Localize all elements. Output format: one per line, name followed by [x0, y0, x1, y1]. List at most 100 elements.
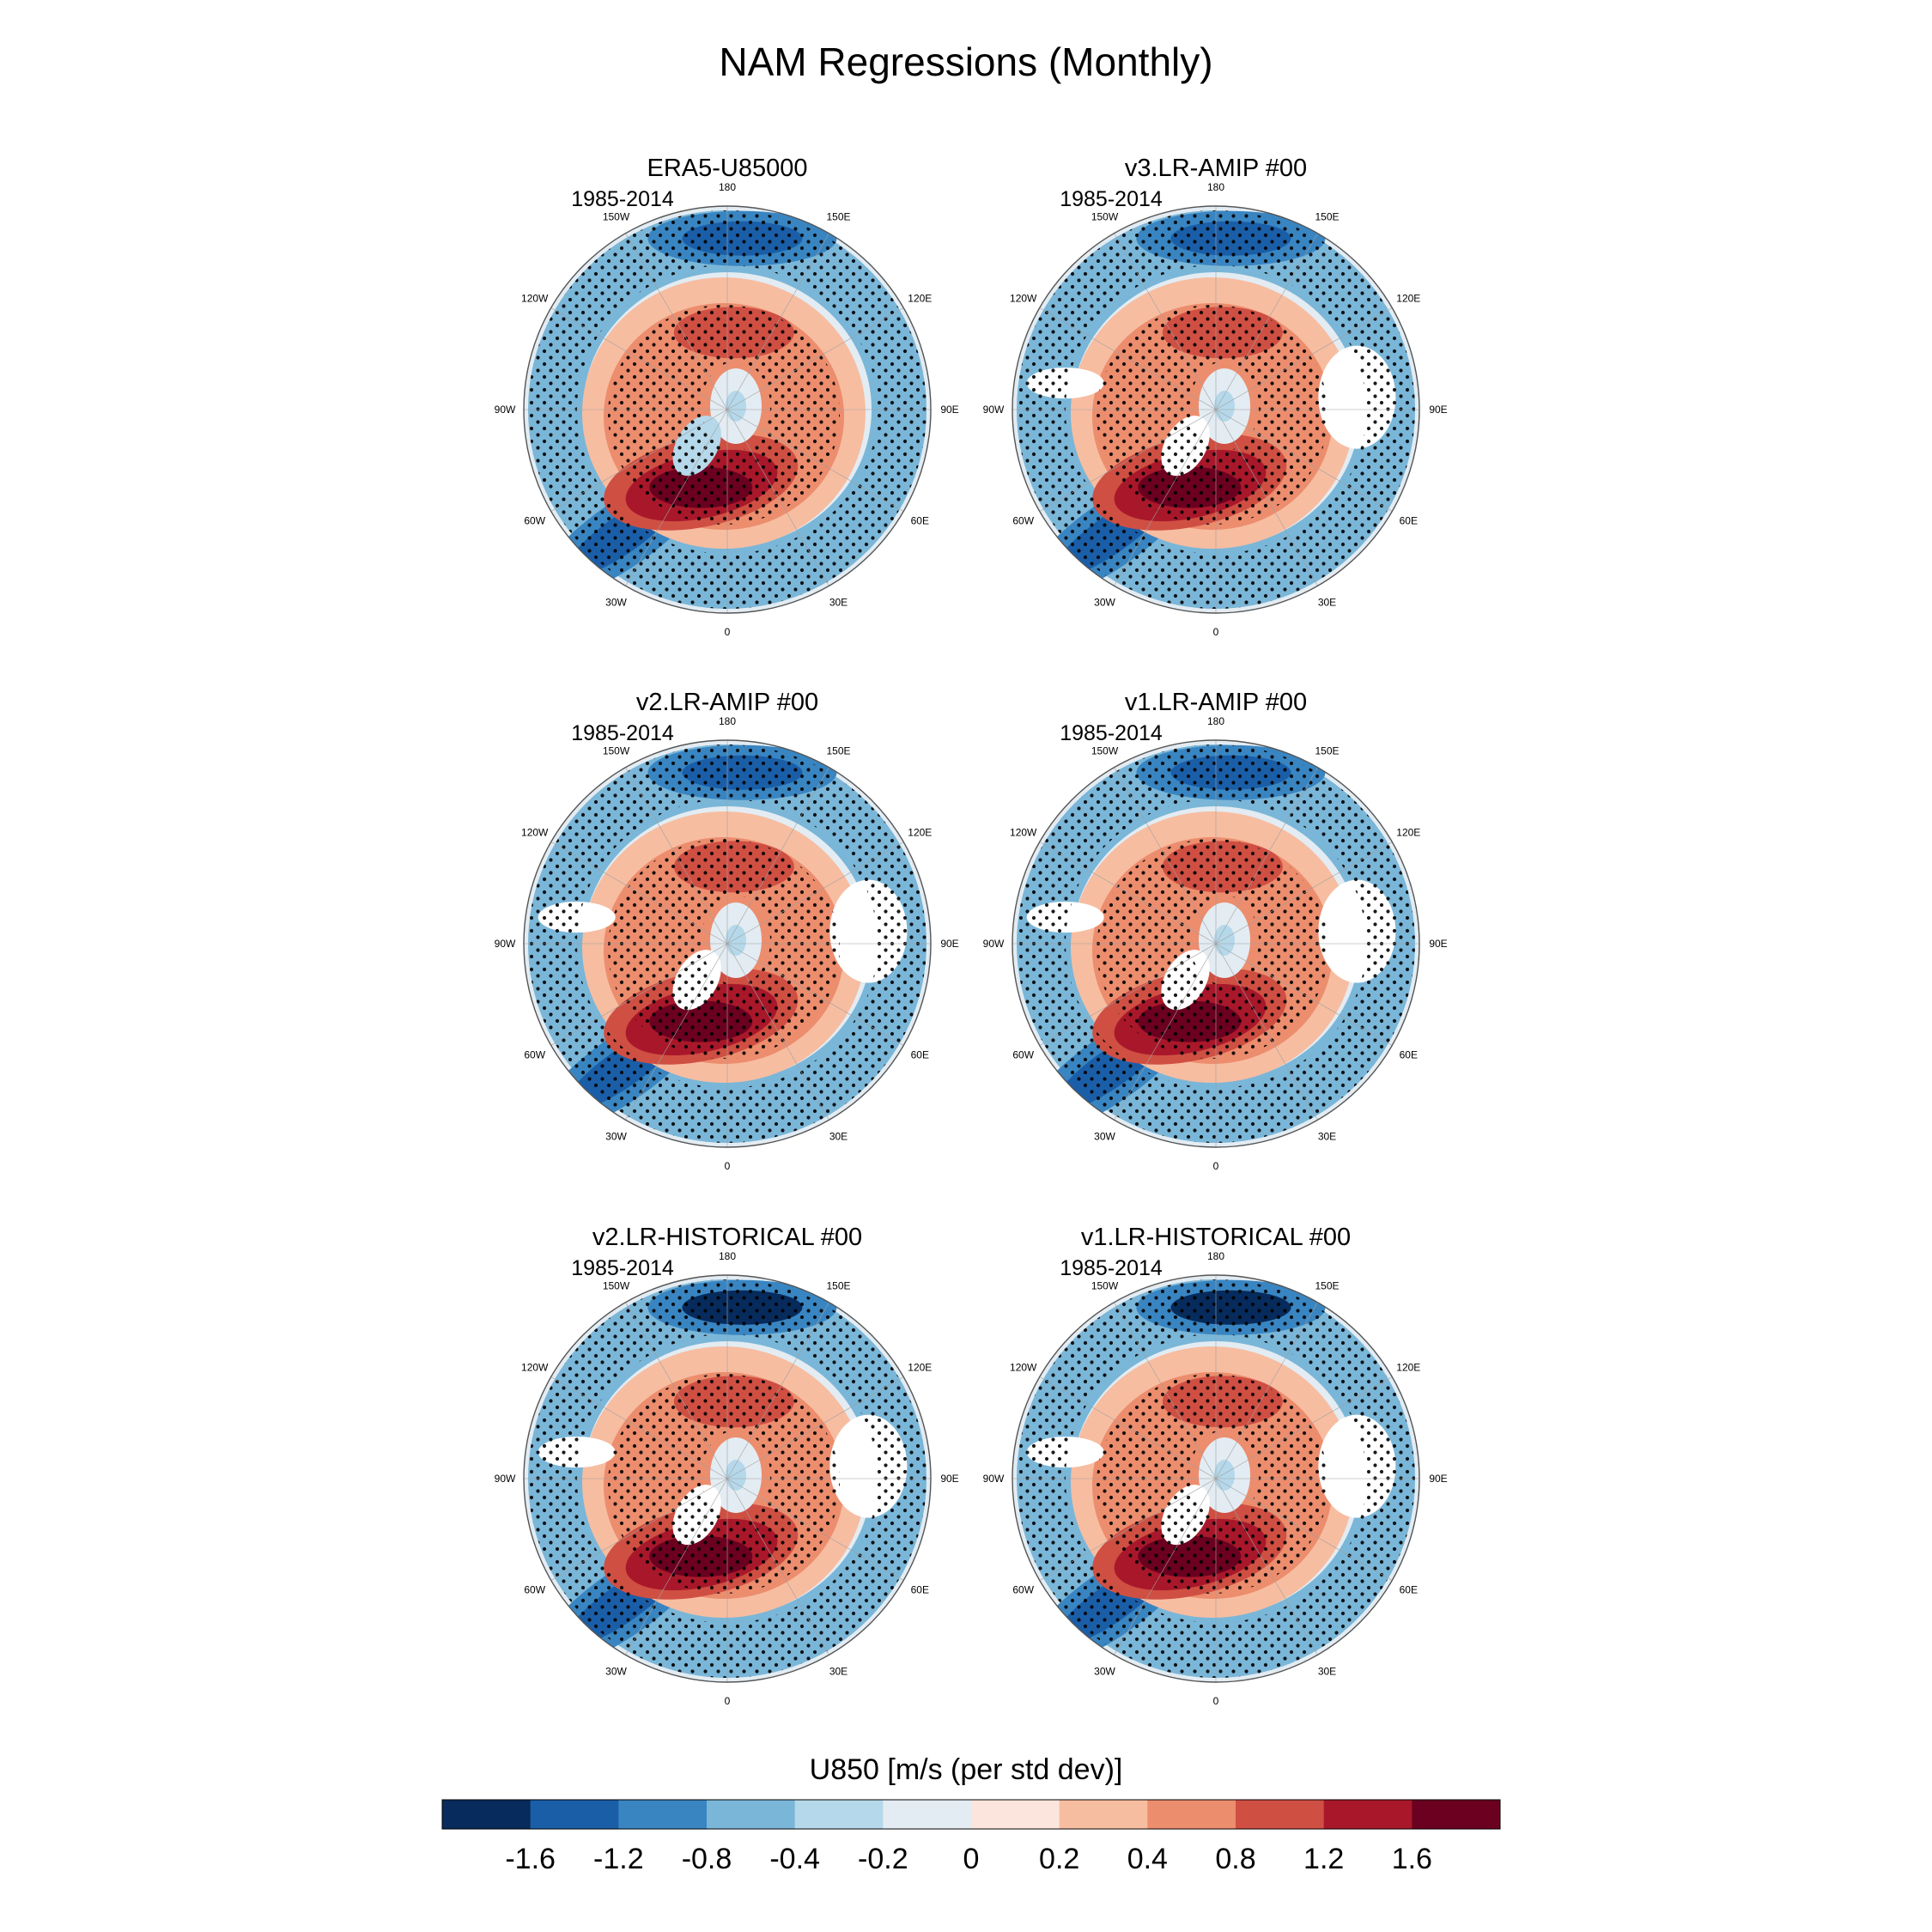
- map-panel: v1.LR-HISTORICAL #00 1985-2014 180 150E 120E…: [983, 1224, 1448, 1707]
- longitude-label: 120W: [521, 293, 549, 305]
- colorbar-segment: [1147, 1800, 1236, 1829]
- longitude-label: 120E: [908, 827, 932, 839]
- map-outline: [523, 205, 932, 614]
- meridian-line: [550, 1376, 728, 1479]
- meridian-line: [1215, 409, 1318, 586]
- meridian-line: [1114, 1302, 1217, 1479]
- longitude-label: 60E: [1400, 1584, 1418, 1596]
- longitude-label: 180: [1207, 1250, 1224, 1262]
- meridian-line: [726, 1302, 829, 1479]
- longitude-label: 90W: [495, 1473, 516, 1485]
- meridian-line: [550, 1478, 728, 1581]
- colorbar-label: -0.2: [858, 1843, 908, 1875]
- longitude-label: 120E: [1396, 1362, 1420, 1374]
- longitude-label: 90E: [1429, 1473, 1447, 1485]
- longitude-label: 60W: [524, 1584, 545, 1596]
- longitude-label: 150W: [603, 745, 630, 757]
- longitude-label: 60E: [911, 515, 929, 527]
- period-label: 1985-2014: [571, 187, 674, 211]
- colorbar-title: U850 [m/s (per std dev)]: [810, 1753, 1123, 1786]
- longitude-label: 90W: [495, 404, 516, 416]
- polar-cap-center: [1214, 925, 1235, 956]
- meridian-line: [1039, 943, 1217, 1046]
- longitude-label: 150E: [826, 745, 850, 757]
- map-field: [524, 1275, 931, 1682]
- meridian-line: [726, 943, 829, 1121]
- longitude-label: 120W: [521, 1362, 549, 1374]
- polar-cap-center: [1214, 1460, 1235, 1491]
- colorbar-label: 0.8: [1215, 1843, 1255, 1875]
- map-panel: v2.LR-AMIP #00 1985-2014 180 150E 120E 90E 60E…: [495, 689, 959, 1172]
- panel-title: v2.LR-AMIP #00: [636, 689, 818, 716]
- longitude-label: 30E: [1318, 1130, 1336, 1142]
- meridian-line: [726, 767, 829, 945]
- longitude-label: 120E: [1396, 293, 1420, 305]
- colorbar: U850 [m/s (per std dev)] -1.6 -1.2 -0.8 -0.…: [441, 1753, 1501, 1875]
- longitude-label: 150E: [1315, 1280, 1339, 1292]
- panel-title: v2.LR-HISTORICAL #00: [592, 1224, 862, 1251]
- map-panel: v1.LR-AMIP #00 1985-2014 180 150E 120E 90E 60E…: [983, 689, 1448, 1172]
- meridian-line: [1215, 307, 1393, 410]
- longitude-label: 0: [1213, 626, 1219, 638]
- colorbar-segment: [442, 1800, 532, 1829]
- colorbar-frame: [441, 1799, 1501, 1830]
- longitude-label: 30W: [605, 596, 627, 608]
- meridian-line: [1215, 1376, 1393, 1479]
- longitude-label: 30E: [829, 1665, 848, 1677]
- period-label: 1985-2014: [571, 1256, 674, 1280]
- longitude-label: 60E: [1400, 1049, 1418, 1061]
- meridian-line: [1215, 1478, 1393, 1581]
- map-panel: v3.LR-AMIP #00 1985-2014 180 150E 120E 90E 60E…: [983, 155, 1448, 638]
- map-panel: ERA5-U85000 1985-2014 180 150E 120E 90E 60E 30E…: [495, 155, 959, 638]
- meridian-line: [1215, 943, 1393, 1046]
- meridian-line: [1114, 409, 1217, 586]
- map-field: [524, 206, 931, 613]
- map-panel: v2.LR-HISTORICAL #00 1985-2014 180 150E 120E…: [495, 1224, 959, 1707]
- map-outline: [523, 739, 932, 1148]
- map-field: [1012, 1275, 1419, 1682]
- longitude-label: 90E: [940, 1473, 958, 1485]
- meridian-line: [550, 943, 728, 1046]
- longitude-label: 0: [725, 1695, 731, 1707]
- meridian-line: [1114, 943, 1217, 1121]
- longitude-label: 180: [719, 1250, 736, 1262]
- meridian-line: [1039, 409, 1217, 512]
- meridian-line: [1215, 841, 1393, 945]
- longitude-label: 60E: [1400, 515, 1418, 527]
- stipple-subpolar: [608, 839, 840, 1059]
- longitude-label: 30E: [829, 1130, 848, 1142]
- longitude-label: 90E: [1429, 404, 1447, 416]
- colorbar-label: 0.2: [1039, 1843, 1079, 1875]
- longitude-label: 30E: [829, 596, 848, 608]
- meridian-line: [550, 307, 728, 410]
- longitude-label: 150W: [1091, 211, 1119, 223]
- longitude-label: 60W: [524, 515, 545, 527]
- longitude-label: 120E: [908, 293, 932, 305]
- meridian-line: [1114, 1478, 1217, 1656]
- meridian-line: [726, 841, 904, 945]
- longitude-label: 0: [725, 1160, 731, 1172]
- period-label: 1985-2014: [571, 721, 674, 745]
- meridian-line: [726, 409, 904, 512]
- map-outline: [523, 1274, 932, 1683]
- meridian-line: [1039, 1376, 1217, 1479]
- longitude-label: 90E: [940, 404, 958, 416]
- map-outline: [1012, 739, 1420, 1148]
- meridian-line: [1215, 943, 1318, 1121]
- colorbar-label: -0.4: [769, 1843, 820, 1875]
- longitude-label: 30E: [1318, 1665, 1336, 1677]
- meridian-line: [1215, 1478, 1318, 1656]
- longitude-label: 60E: [911, 1049, 929, 1061]
- longitude-label: 60W: [1012, 1584, 1034, 1596]
- meridian-line: [1215, 233, 1318, 410]
- map-field: [1012, 206, 1419, 613]
- longitude-label: 150W: [1091, 745, 1119, 757]
- longitude-label: 120W: [1010, 827, 1037, 839]
- longitude-label: 60W: [1012, 515, 1034, 527]
- longitude-label: 30E: [1318, 596, 1336, 608]
- meridian-line: [1039, 307, 1217, 410]
- colorbar-segment: [794, 1800, 884, 1829]
- colorbar-label: -0.8: [682, 1843, 732, 1875]
- longitude-label: 0: [725, 626, 731, 638]
